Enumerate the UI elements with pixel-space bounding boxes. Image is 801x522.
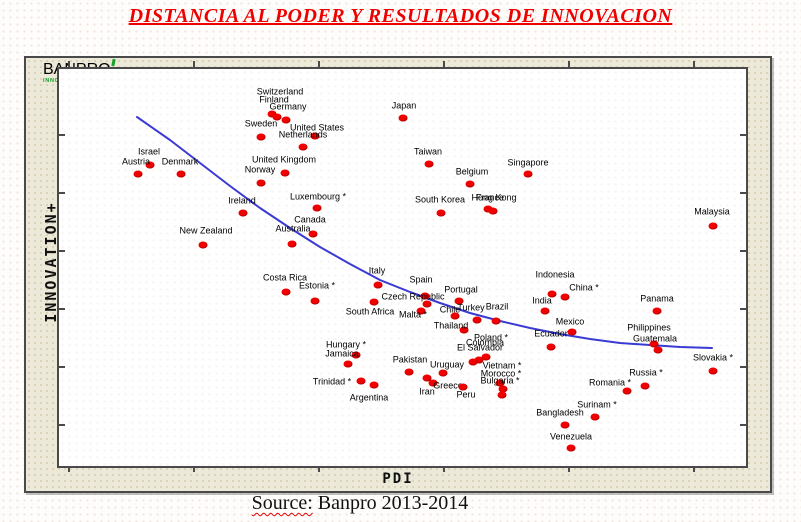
y-tick: [59, 192, 65, 194]
y-tick: [740, 134, 746, 136]
x-tick: [568, 466, 570, 472]
y-tick: [59, 308, 65, 310]
y-tick: [59, 250, 65, 252]
y-tick: [740, 366, 746, 368]
y-tick: [740, 424, 746, 426]
y-tick: [740, 308, 746, 310]
x-tick: [318, 61, 320, 67]
x-tick: [193, 61, 195, 67]
x-tick: [193, 466, 195, 472]
x-axis-label: PDI: [382, 471, 414, 487]
source-caption: Source: Banpro 2013-2014: [0, 492, 720, 515]
x-tick: [443, 61, 445, 67]
x-tick: [68, 466, 70, 472]
x-tick: [693, 466, 695, 472]
y-tick: [740, 192, 746, 194]
chart-frame: BANPRO INNOVACIÓN Y PERSONAS INNOVATION+…: [24, 56, 772, 493]
y-tick: [59, 424, 65, 426]
y-tick: [740, 250, 746, 252]
logo-accent-mark: [110, 58, 116, 67]
source-text: Banpro 2013-2014: [312, 492, 469, 514]
x-tick: [568, 61, 570, 67]
y-tick: [59, 366, 65, 368]
x-tick: [693, 61, 695, 67]
source-label: Source:: [251, 492, 313, 514]
x-tick: [443, 466, 445, 472]
x-tick: [68, 61, 70, 67]
y-tick: [59, 134, 65, 136]
page-title: DISTANCIA AL PODER Y RESULTADOS DE INNOV…: [128, 5, 673, 27]
plot-area: [57, 61, 748, 472]
x-tick: [318, 466, 320, 472]
